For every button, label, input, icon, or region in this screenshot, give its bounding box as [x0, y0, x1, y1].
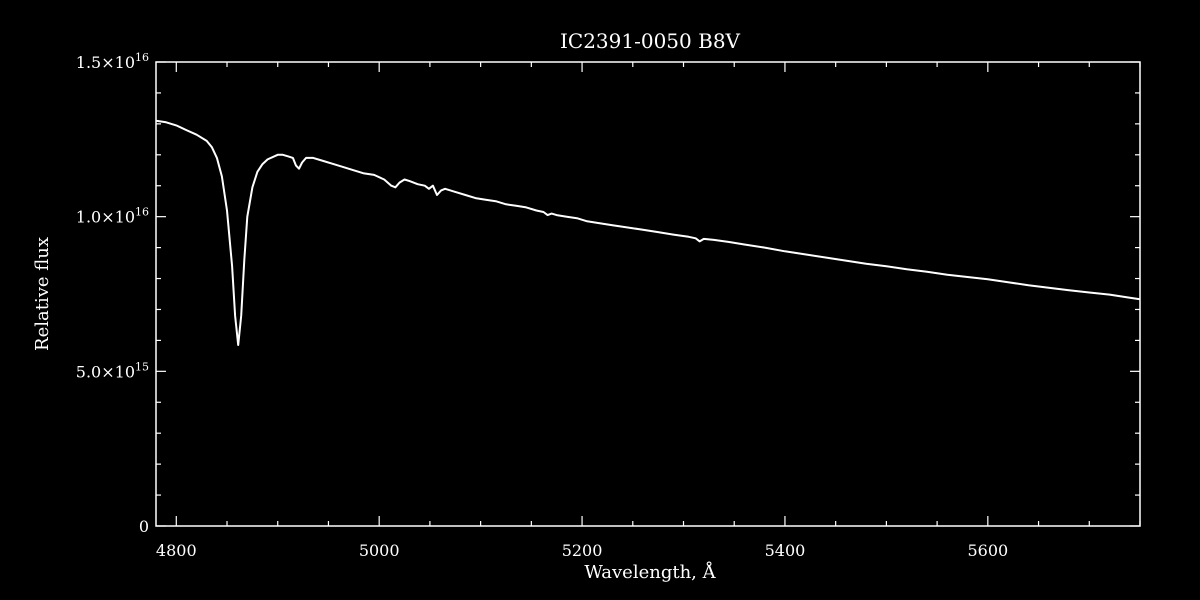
- y-axis-label: Relative flux: [32, 237, 53, 351]
- axis-ticks: [156, 61, 1141, 527]
- plot-frame: [155, 61, 1141, 527]
- y-tick-label: 0: [139, 517, 149, 536]
- spectrum-line: [155, 119, 1141, 346]
- x-axis-label: Wavelength, Å: [584, 561, 716, 583]
- y-tick-label: 1.5×1016: [76, 51, 149, 72]
- x-tick-label: 5600: [967, 541, 1008, 560]
- y-tick-label: 1.0×1016: [76, 206, 149, 227]
- y-tick-label: 5.0×1015: [76, 360, 149, 381]
- x-tick-label: 5400: [765, 541, 806, 560]
- chart-title: IC2391-0050 B8V: [560, 29, 741, 53]
- x-tick-label: 5200: [562, 541, 603, 560]
- x-tick-label: 4800: [156, 541, 197, 560]
- x-tick-label: 5000: [359, 541, 400, 560]
- y-tick-labels: 0 5.0×1015 1.0×1016 1.5×1016: [76, 51, 149, 536]
- x-tick-labels: 4800 5000 5200 5400 5600: [156, 541, 1008, 560]
